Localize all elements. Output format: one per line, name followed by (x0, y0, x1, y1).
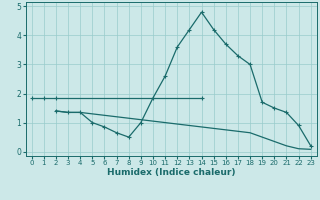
X-axis label: Humidex (Indice chaleur): Humidex (Indice chaleur) (107, 168, 236, 177)
